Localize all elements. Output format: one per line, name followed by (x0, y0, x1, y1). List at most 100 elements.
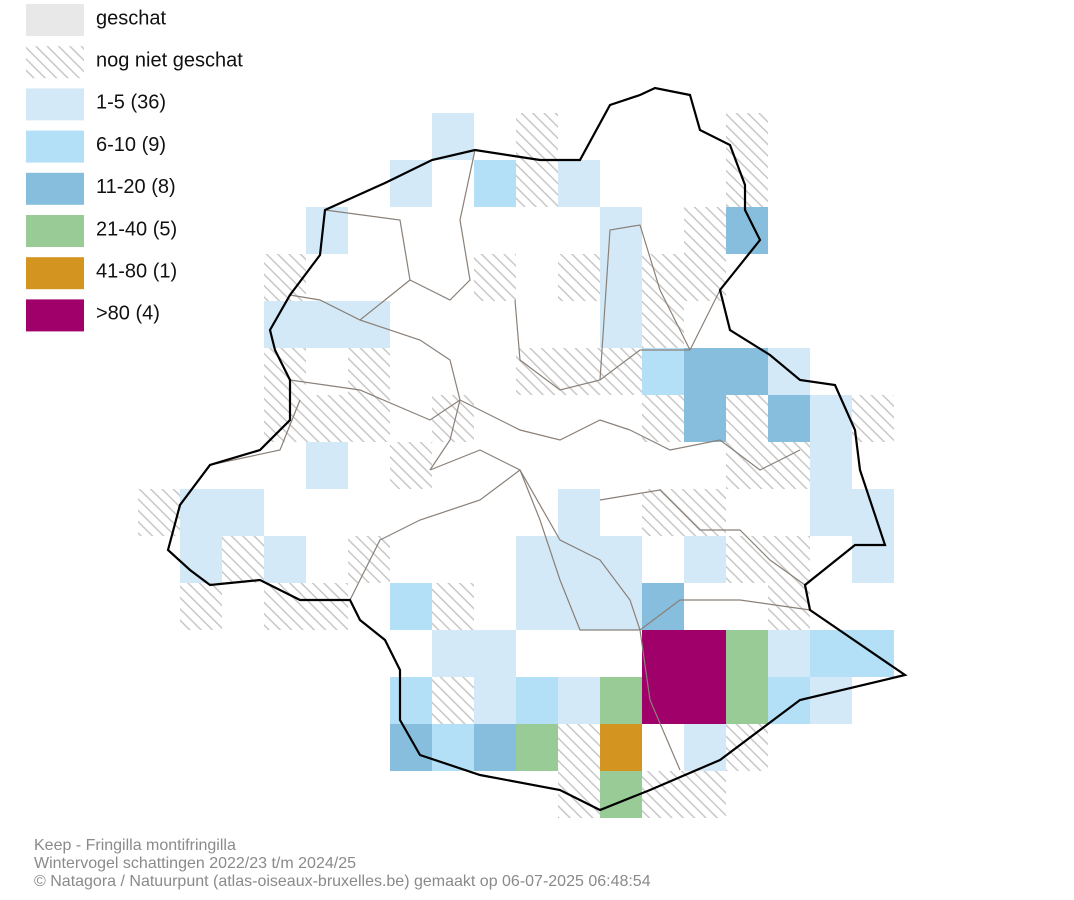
legend-swatch (26, 4, 84, 36)
grid-cell (642, 395, 684, 442)
legend-label: 21-40 (5) (96, 218, 177, 240)
grid-cell (348, 348, 390, 395)
grid-cell (180, 536, 222, 583)
legend-label: 6-10 (9) (96, 134, 166, 156)
grid-cell (810, 677, 852, 724)
grid-cell (558, 254, 600, 301)
grid-cell (222, 536, 264, 583)
grid-cell (558, 160, 600, 207)
legend-swatch (26, 299, 84, 332)
grid-cell (684, 724, 726, 771)
grid-cell (684, 630, 726, 677)
grid-cell (432, 630, 474, 677)
grid-cell (264, 536, 306, 583)
grid-cell (726, 160, 768, 207)
grid-cell (516, 536, 558, 583)
grid-cell (600, 207, 642, 254)
grid-cell (810, 489, 852, 536)
grid-cell (642, 254, 684, 301)
grid-cell (642, 348, 684, 395)
grid-cell (222, 489, 264, 536)
grid-cell (558, 536, 600, 583)
grid-cell (642, 489, 684, 536)
grid-cell (684, 489, 726, 536)
grid-cell (516, 348, 558, 395)
grid-cell (558, 677, 600, 724)
grid-cell (558, 724, 600, 771)
grid-cells (138, 113, 894, 818)
grid-cell (600, 301, 642, 348)
grid-cell (390, 583, 432, 630)
grid-cell (306, 207, 348, 254)
grid-cell (810, 630, 852, 677)
footer-line: Wintervogel schattingen 2022/23 t/m 2024… (34, 855, 356, 872)
grid-cell (600, 724, 642, 771)
grid-cell (726, 724, 768, 771)
footer: Keep - Fringilla montifringillaWintervog… (34, 837, 651, 890)
grid-cell (768, 536, 810, 583)
grid-cell (684, 677, 726, 724)
grid-cell (684, 536, 726, 583)
grid-cell (726, 395, 768, 442)
grid-cell (474, 630, 516, 677)
grid-cell (390, 677, 432, 724)
legend-label: >80 (4) (96, 303, 160, 325)
grid-cell (810, 442, 852, 489)
grid-cell (642, 583, 684, 630)
grid-cell (642, 630, 684, 677)
grid-cell (516, 583, 558, 630)
legend: geschat nog niet geschat 1-5 (36) 6-10 (9) 1… (26, 4, 243, 332)
grid-cell (726, 630, 768, 677)
grid-cell (264, 583, 306, 630)
grid-cell (516, 113, 558, 160)
grid-cell (600, 536, 642, 583)
region-boundary (166, 86, 908, 812)
grid-cell (600, 677, 642, 724)
grid-cell (726, 348, 768, 395)
grid-cell (432, 724, 474, 771)
footer-line: © Natagora / Natuurpunt (atlas-oiseaux-b… (34, 873, 651, 890)
grid-cell (558, 489, 600, 536)
grid-cell (432, 677, 474, 724)
legend-swatch (26, 88, 84, 121)
grid-cell (306, 442, 348, 489)
legend-label: 1-5 (36) (96, 92, 166, 114)
legend-label: 11-20 (8) (96, 176, 176, 198)
grid-cell (684, 348, 726, 395)
grid-cell (852, 489, 894, 536)
grid-cell (474, 254, 516, 301)
legend-label: geschat (96, 7, 166, 29)
grid-cell (348, 301, 390, 348)
grid-cell (390, 442, 432, 489)
grid-cell (516, 724, 558, 771)
grid-cell (642, 677, 684, 724)
grid-cell (180, 583, 222, 630)
grid-cell (684, 395, 726, 442)
grid-cell (306, 395, 348, 442)
grid-cell (432, 583, 474, 630)
grid-cell (474, 724, 516, 771)
legend-label: nog niet geschat (96, 49, 243, 71)
legend-swatch (26, 172, 84, 205)
grid-cell (852, 536, 894, 583)
grid-cell (432, 113, 474, 160)
legend-swatch (26, 130, 84, 163)
grid-cell (726, 536, 768, 583)
legend-label: 41-80 (1) (96, 260, 177, 282)
grid-cell (768, 677, 810, 724)
grid-cell (306, 301, 348, 348)
grid-cell (474, 677, 516, 724)
legend-swatch (26, 257, 84, 290)
grid-cell (390, 160, 432, 207)
grid-cell (768, 395, 810, 442)
grid-cell (684, 207, 726, 254)
grid-cell (306, 583, 348, 630)
legend-swatch (26, 46, 84, 79)
grid-cell (516, 677, 558, 724)
grid-cell (390, 724, 432, 771)
legend-swatch (26, 215, 84, 247)
grid-cell (600, 583, 642, 630)
grid-cell (684, 771, 726, 818)
